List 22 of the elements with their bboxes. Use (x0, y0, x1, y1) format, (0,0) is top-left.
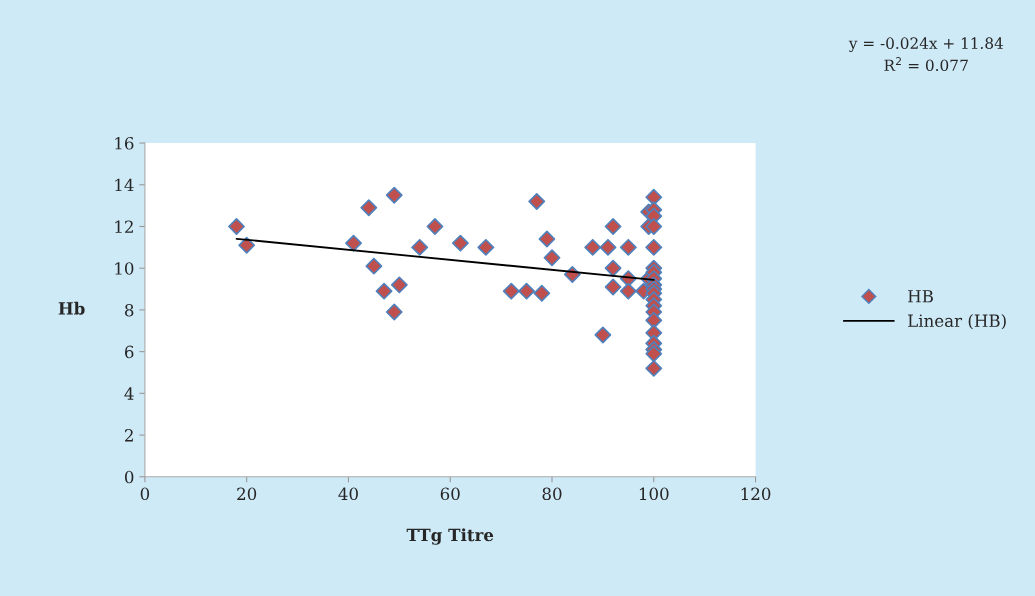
y-tick-label: 14 (115, 178, 134, 192)
text: R$^{2}$ = 0.077 (884, 57, 968, 72)
legend-label: HB (908, 290, 933, 303)
y-tick-label: 4 (124, 387, 134, 400)
x-tick-label: 20 (237, 487, 257, 501)
y-tick-label: 12 (115, 220, 133, 233)
x-tick-label: 120 (741, 487, 771, 501)
x-tick-label: 60 (440, 487, 460, 501)
y-tick-label: 6 (124, 345, 134, 359)
y-tick-label: 0 (124, 470, 134, 484)
y-axis-title: Hb (58, 301, 85, 315)
x-tick-label: 0 (140, 487, 150, 501)
x-tick-label: 40 (338, 487, 358, 501)
x-tick-label: 100 (639, 487, 669, 501)
y-tick-label: 16 (115, 137, 134, 150)
text: y = -0.024x + 11.84 (848, 37, 1004, 53)
legend-label: Linear (HB) (908, 314, 1006, 330)
y-tick-label: 8 (124, 303, 134, 317)
y-tick-label: 10 (115, 262, 134, 275)
y-tick-label: 2 (125, 429, 133, 442)
x-tick-label: 80 (542, 487, 562, 501)
x-axis-title: TTg Titre (406, 528, 494, 545)
